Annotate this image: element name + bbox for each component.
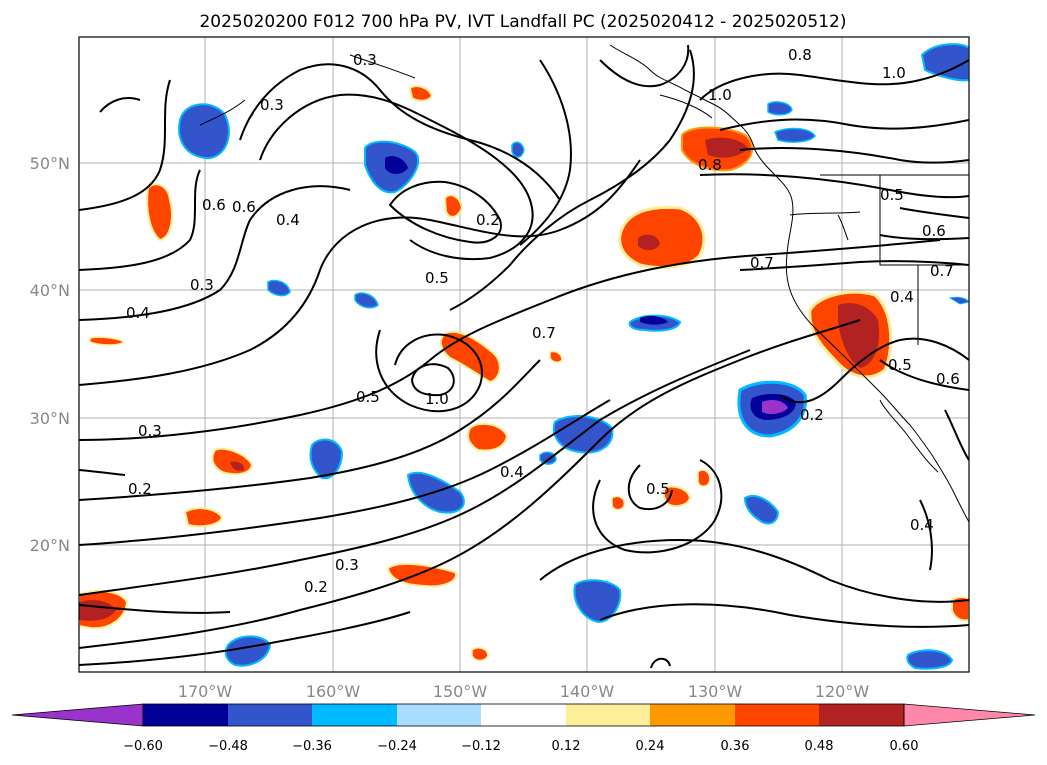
colorbar-swatch <box>143 704 228 726</box>
colorbar-tick-label: 0.48 <box>805 739 834 754</box>
contour-label: 0.8 <box>788 46 812 64</box>
contour-label: 0.3 <box>335 556 359 574</box>
lon-tick-label: 160°W <box>306 682 361 701</box>
colorbar-swatch <box>566 704 650 726</box>
lat-tick-label: 30°N <box>30 409 70 428</box>
contour-label: 1.0 <box>882 64 906 82</box>
lat-tick-label: 50°N <box>30 154 70 173</box>
colorbar-extend-high <box>903 703 1036 727</box>
colorbar-swatch <box>650 704 735 726</box>
pv-contours <box>79 44 969 669</box>
colorbar-swatch <box>735 704 819 726</box>
colorbar-tick-label: −0.48 <box>208 739 248 754</box>
colorbar-swatch <box>312 704 397 726</box>
coastlines <box>199 44 969 523</box>
colorbar-tick-label: 0.60 <box>890 739 919 754</box>
contour-label: 0.4 <box>126 304 150 322</box>
contour-label: 0.3 <box>138 422 162 440</box>
contour-label: 0.2 <box>304 578 328 596</box>
lat-tick-label: 40°N <box>30 281 70 300</box>
latitude-axis: 50°N 40°N 30°N 20°N <box>30 154 70 555</box>
lon-tick-label: 130°W <box>688 682 743 701</box>
lon-tick-label: 150°W <box>433 682 488 701</box>
colorbar: −0.60 −0.48 −0.36 −0.24 −0.12 0.12 0.24 … <box>11 703 1036 754</box>
colorbar-outline <box>142 703 905 727</box>
lon-tick-label: 120°W <box>815 682 870 701</box>
contour-label: 0.6 <box>202 196 226 214</box>
contour-label: 0.7 <box>930 262 954 280</box>
colorbar-tick-label: −0.24 <box>377 739 417 754</box>
contour-label: 0.2 <box>128 480 152 498</box>
contour-label: 1.0 <box>708 86 732 104</box>
colorbar-tick-label: 0.36 <box>721 739 750 754</box>
contour-label: 0.5 <box>425 269 449 287</box>
lat-tick-label: 20°N <box>30 536 70 555</box>
map-panel: 0.3 0.3 0.6 0.6 0.4 0.3 0.4 0.2 0.5 0.5 … <box>78 36 970 673</box>
colorbar-swatch <box>397 704 481 726</box>
colorbar-tick-label: −0.12 <box>461 739 501 754</box>
contour-label: 0.3 <box>353 51 377 69</box>
contour-label: 0.3 <box>260 96 284 114</box>
colorbar-tick-label: 0.12 <box>552 739 581 754</box>
contour-label: 0.5 <box>646 480 670 498</box>
contour-label: 0.7 <box>532 324 556 342</box>
positive-anomaly-shading <box>79 85 969 662</box>
contour-labels: 0.3 0.3 0.6 0.6 0.4 0.3 0.4 0.2 0.5 0.5 … <box>126 46 960 596</box>
contour-label: 0.2 <box>476 211 500 229</box>
contour-label: 1.0 <box>425 390 449 408</box>
contour-label: 0.8 <box>698 156 722 174</box>
contour-label: 0.4 <box>890 288 914 306</box>
lon-tick-label: 170°W <box>178 682 233 701</box>
contour-label: 0.4 <box>276 211 300 229</box>
colorbar-extend-low <box>11 703 144 727</box>
contour-label: 0.5 <box>880 186 904 204</box>
map-frame <box>78 36 970 673</box>
colorbar-swatch <box>228 704 312 726</box>
contour-label: 0.6 <box>936 370 960 388</box>
colorbar-tick-label: −0.36 <box>292 739 332 754</box>
contour-label: 0.6 <box>922 222 946 240</box>
contour-label: 0.7 <box>750 254 774 272</box>
colorbar-tick-label: −0.60 <box>123 739 163 754</box>
contour-label: 0.4 <box>500 463 524 481</box>
longitude-axis: 170°W 160°W 150°W 140°W 130°W 120°W <box>178 682 870 701</box>
contour-label: 0.5 <box>356 388 380 406</box>
lon-tick-label: 140°W <box>560 682 615 701</box>
contour-label: 0.5 <box>888 356 912 374</box>
contour-label: 0.4 <box>910 516 934 534</box>
colorbar-tick-label: 0.24 <box>636 739 665 754</box>
contour-label: 0.3 <box>190 276 214 294</box>
colorbar-swatch <box>481 704 566 726</box>
colorbar-swatch <box>819 704 904 726</box>
contour-label: 0.2 <box>800 406 824 424</box>
contour-label: 0.6 <box>232 198 256 216</box>
figure-title: 2025020200 F012 700 hPa PV, IVT Landfall… <box>199 12 846 32</box>
